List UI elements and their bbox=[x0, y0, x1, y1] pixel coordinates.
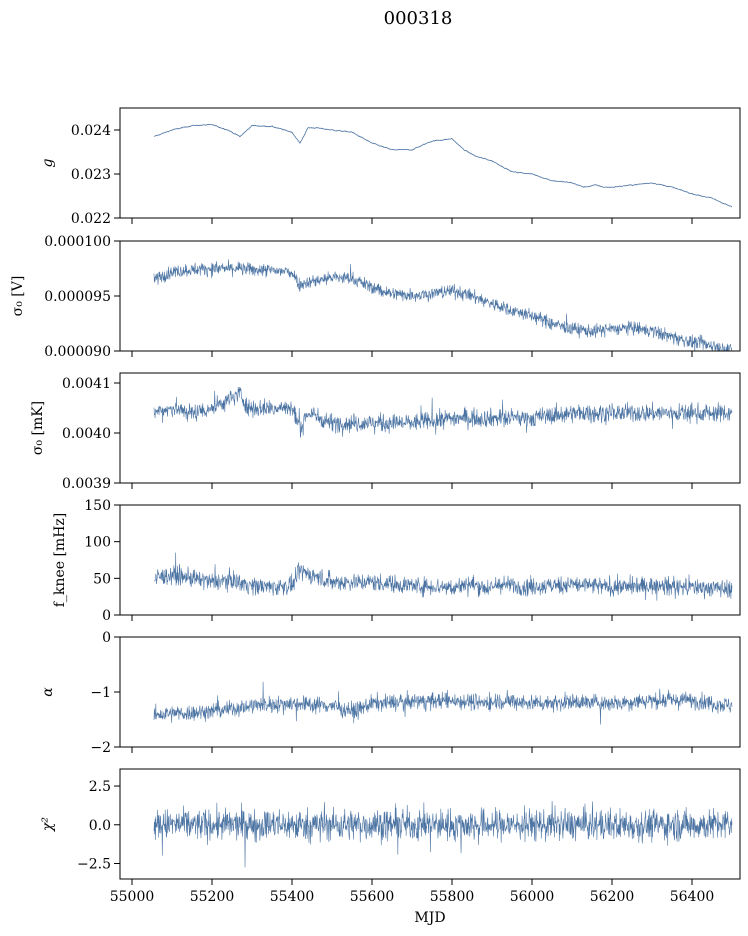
panel-4: 0 50 100 150 f_knee [mHz] bbox=[52, 498, 741, 624]
series-line bbox=[153, 552, 733, 601]
y-tick-label: 0 bbox=[102, 608, 111, 624]
y-tick-label: 0 bbox=[102, 630, 111, 646]
series-line bbox=[153, 123, 733, 208]
plot-frame bbox=[119, 768, 741, 880]
x-tick-label: 55600 bbox=[350, 889, 395, 905]
y-tick-label: −2 bbox=[90, 740, 111, 756]
y-tick-label: 100 bbox=[84, 535, 111, 551]
panel-2: 0.000090 0.000095 0.000100 σ₀ [V] bbox=[10, 234, 741, 360]
y-tick-label: 2.5 bbox=[89, 779, 111, 795]
y-tick-label: 0.000090 bbox=[44, 344, 111, 360]
x-tick-label: 55000 bbox=[110, 889, 155, 905]
series-line bbox=[153, 801, 733, 868]
series-line bbox=[153, 387, 733, 438]
plot-frame bbox=[119, 504, 741, 616]
x-tick-label: 55400 bbox=[270, 889, 315, 905]
y-tick-label: 0.023 bbox=[71, 167, 111, 183]
x-tick-label: 56400 bbox=[670, 889, 715, 905]
y-axis-label: f_knee [mHz] bbox=[52, 513, 68, 608]
x-tick-label: 55800 bbox=[430, 889, 475, 905]
panel-6: −2.5 0.0 2.5 55000 55200 55400 55600 55800 56000… bbox=[40, 768, 741, 926]
plot-frame bbox=[119, 107, 741, 219]
panel-5: −2 −1 0 α bbox=[40, 630, 741, 756]
x-axis-label: MJD bbox=[414, 910, 445, 926]
plot-frame bbox=[119, 636, 741, 748]
x-tick-label: 56200 bbox=[590, 889, 635, 905]
y-axis-label: α bbox=[40, 687, 56, 697]
y-tick-label: 0.0041 bbox=[62, 376, 111, 392]
panel-1: 0.022 0.023 0.024 g bbox=[40, 107, 741, 227]
y-tick-label: −2.5 bbox=[77, 857, 111, 873]
y-axis-label: g bbox=[40, 158, 56, 167]
y-axis-label: σ₀ [V] bbox=[10, 276, 26, 317]
y-tick-label: 50 bbox=[93, 571, 111, 587]
y-tick-label: 150 bbox=[84, 498, 111, 514]
panels-group: 0.0220.0230.024g0.0000900.0000950.000100… bbox=[10, 107, 741, 926]
y-axis-label: σ₀ [mK] bbox=[30, 401, 46, 455]
x-tick-label: 56000 bbox=[510, 889, 555, 905]
figure-title: 000318 bbox=[384, 8, 453, 29]
x-tick-label: 55200 bbox=[190, 889, 235, 905]
series-line bbox=[153, 681, 733, 725]
panel-3: 0.0039 0.0040 0.0041 σ₀ [mK] bbox=[30, 372, 741, 492]
y-tick-label: −1 bbox=[90, 685, 111, 701]
y-tick-label: 0.0 bbox=[89, 818, 111, 834]
series-line bbox=[153, 259, 733, 351]
y-axis-label: χ² bbox=[40, 817, 56, 832]
plot-frame bbox=[119, 372, 741, 484]
y-tick-label: 0.022 bbox=[71, 211, 111, 227]
y-tick-label: 0.024 bbox=[71, 123, 111, 139]
y-tick-label: 0.000095 bbox=[44, 289, 111, 305]
y-tick-label: 0.000100 bbox=[44, 234, 111, 250]
y-tick-label: 0.0039 bbox=[62, 476, 111, 492]
y-tick-label: 0.0040 bbox=[62, 426, 111, 442]
